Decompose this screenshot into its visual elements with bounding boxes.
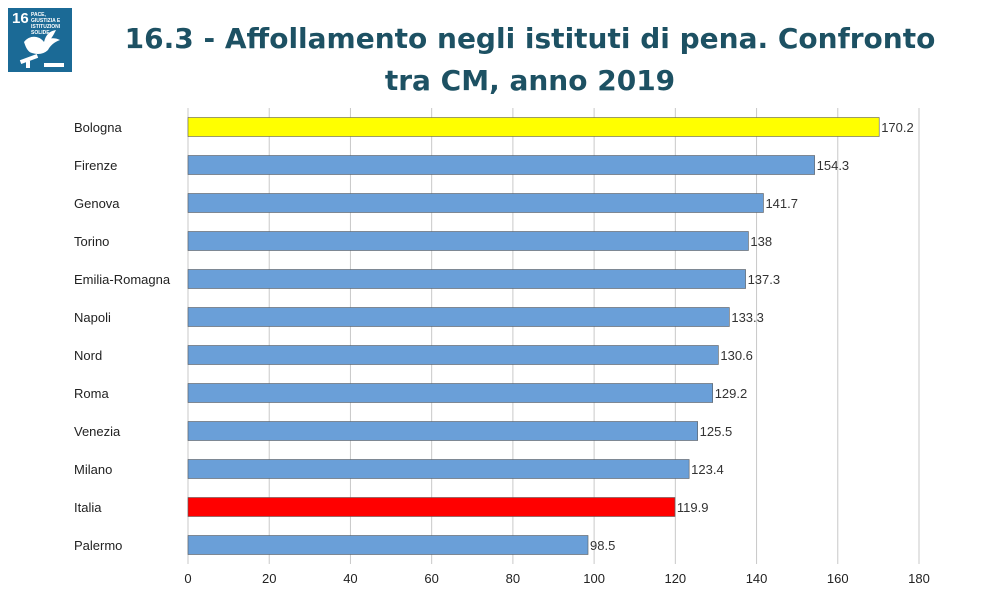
- category-label-firenze: Firenze: [74, 158, 117, 173]
- bar-milano: [187, 459, 690, 479]
- value-label-venezia: 125.5: [700, 424, 733, 439]
- x-tick-label: 0: [184, 571, 191, 586]
- value-label-nord: 130.6: [720, 348, 753, 363]
- value-label-firenze: 154.3: [817, 158, 850, 173]
- sdg-16-logo: 16 PACE, GIUSTIZIA E ISTITUZIONI SOLIDE: [8, 8, 72, 72]
- category-label-italia: Italia: [74, 500, 102, 515]
- category-label-genova: Genova: [74, 196, 120, 211]
- chart-bars: [187, 117, 880, 555]
- value-label-bologna: 170.2: [881, 120, 914, 135]
- x-tick-label: 180: [908, 571, 930, 586]
- bar-bologna: [187, 117, 880, 137]
- x-tick-label: 120: [664, 571, 686, 586]
- value-label-italia: 119.9: [677, 500, 709, 515]
- category-label-nord: Nord: [74, 348, 102, 363]
- category-label-palermo: Palermo: [74, 538, 122, 553]
- bar-genova: [187, 193, 764, 213]
- category-label-roma: Roma: [74, 386, 109, 401]
- sdg-logo-number: 16: [12, 10, 29, 27]
- value-label-genova: 141.7: [765, 196, 798, 211]
- x-tick-label: 40: [343, 571, 357, 586]
- value-label-milano: 123.4: [691, 462, 724, 477]
- value-label-emilia-romagna: 137.3: [748, 272, 781, 287]
- value-label-torino: 138: [750, 234, 772, 249]
- category-label-milano: Milano: [74, 462, 112, 477]
- category-label-venezia: Venezia: [74, 424, 121, 439]
- value-label-napoli: 133.3: [731, 310, 764, 325]
- chart-gridlines: [187, 108, 920, 564]
- x-tick-label: 160: [827, 571, 849, 586]
- x-tick-label: 60: [424, 571, 438, 586]
- bar-italia: [187, 497, 676, 517]
- bar-palermo: [187, 535, 589, 555]
- bar-venezia: [187, 421, 698, 441]
- x-tick-label: 80: [506, 571, 520, 586]
- value-label-roma: 129.2: [715, 386, 748, 401]
- bar-nord: [187, 345, 719, 365]
- category-label-napoli: Napoli: [74, 310, 111, 325]
- dove-gavel-icon: [19, 30, 64, 68]
- bar-firenze: [187, 155, 815, 175]
- sdg-logo-text: PACE, GIUSTIZIA E ISTITUZIONI SOLIDE: [31, 12, 61, 36]
- category-label-torino: Torino: [74, 234, 109, 249]
- value-label-palermo: 98.5: [590, 538, 615, 553]
- x-tick-label: 140: [746, 571, 768, 586]
- bar-napoli: [187, 307, 730, 327]
- bar-torino: [187, 231, 749, 251]
- category-label-emilia-romagna: Emilia-Romagna: [74, 272, 171, 287]
- bar-emilia-romagna: [187, 269, 746, 289]
- page-title: 16.3 - Affollamento negli istituti di pe…: [124, 22, 936, 97]
- chart-value-labels: 170.2 154.3 141.7 138 137.3 133.3 130.6 129.2 12…: [590, 120, 914, 553]
- chart-category-labels: Bologna Firenze Genova Torino Emilia-Romagna…: [74, 120, 171, 553]
- x-tick-label: 20: [262, 571, 276, 586]
- bar-roma: [187, 383, 713, 403]
- chart-x-ticks: 0 20 40 60 80 100 120 140 160 180: [184, 571, 929, 586]
- category-label-bologna: Bologna: [74, 120, 122, 135]
- x-tick-label: 100: [583, 571, 605, 586]
